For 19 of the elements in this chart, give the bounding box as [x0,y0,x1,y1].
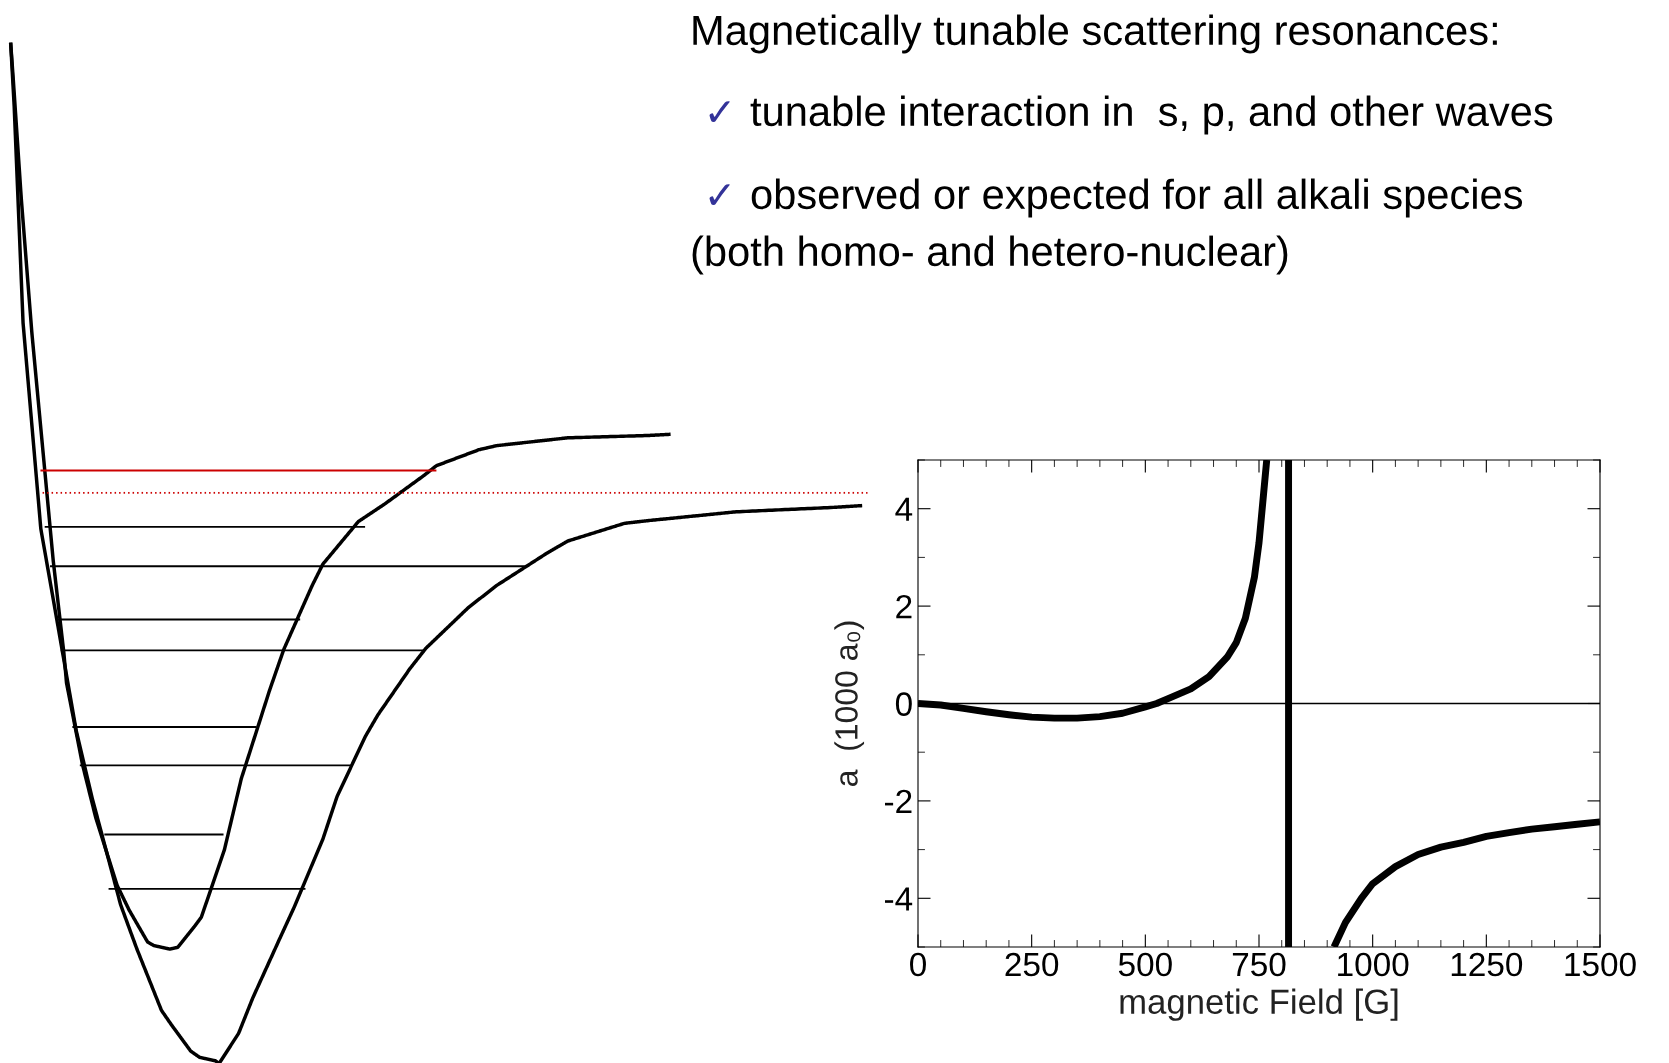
y-tick-label: -2 [884,789,912,813]
y-tick-label: 2 [896,594,912,619]
x-tick-label: 500 [1118,952,1172,977]
text: ✓ [709,184,730,205]
text: tunable interaction in s, p, and other waves [750,95,1553,135]
x-axis-title: magnetic Field [G] [1120,988,1398,1021]
x-tick-label: 1000 [1338,952,1409,977]
x-tick-label: 750 [1232,952,1286,977]
text: observed or expected for all alkali species [751,178,1523,218]
x-tick-label: 1500 [1565,952,1636,977]
y-tick-label: -4 [884,887,913,911]
chart-title: Magnetically tunable scattering resonances: [693,14,1497,54]
x-tick-label: 1250 [1451,952,1523,977]
text: ✓ [709,101,730,122]
x-tick-label: 250 [1005,952,1059,977]
y-tick-label: 0 [895,692,912,716]
y-tick-label: 4 [895,497,913,521]
text: (both homo- and hetero-nuclear) [692,235,1288,275]
y-axis-title: a (1000 a₀) [834,621,865,787]
